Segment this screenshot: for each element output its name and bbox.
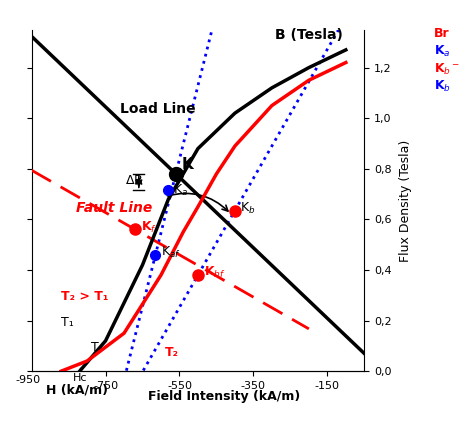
Text: K$_f$: K$_f$	[141, 220, 157, 235]
Text: K$_a$: K$_a$	[434, 44, 450, 59]
Text: T₂ > T₁: T₂ > T₁	[61, 290, 109, 303]
Text: Load Line: Load Line	[119, 102, 195, 116]
Text: Fault Line: Fault Line	[76, 201, 152, 215]
Text: K: K	[182, 157, 193, 172]
Text: T₂: T₂	[164, 346, 179, 359]
Text: Field Intensity (kA/m): Field Intensity (kA/m)	[148, 390, 300, 403]
Text: Br: Br	[434, 27, 449, 40]
Text: K$_{bf}$: K$_{bf}$	[203, 265, 225, 280]
Text: K$_b$: K$_b$	[434, 79, 451, 94]
Text: T₁: T₁	[61, 315, 74, 329]
Text: T₁: T₁	[91, 341, 103, 354]
Text: B (Tesla): B (Tesla)	[275, 28, 343, 42]
Y-axis label: Flux Density (Tesla): Flux Density (Tesla)	[399, 139, 411, 261]
Text: Hc: Hc	[73, 373, 87, 383]
Text: K$_a$: K$_a$	[173, 183, 188, 198]
Text: -950: -950	[15, 374, 40, 385]
Text: K$_b$: K$_b$	[240, 201, 256, 216]
Text: H (kA/m): H (kA/m)	[46, 384, 109, 397]
Text: K$_{af}$: K$_{af}$	[161, 245, 181, 260]
Text: $\Delta$B: $\Delta$B	[125, 174, 143, 187]
Text: K$_b$$^-$: K$_b$$^-$	[434, 62, 460, 77]
